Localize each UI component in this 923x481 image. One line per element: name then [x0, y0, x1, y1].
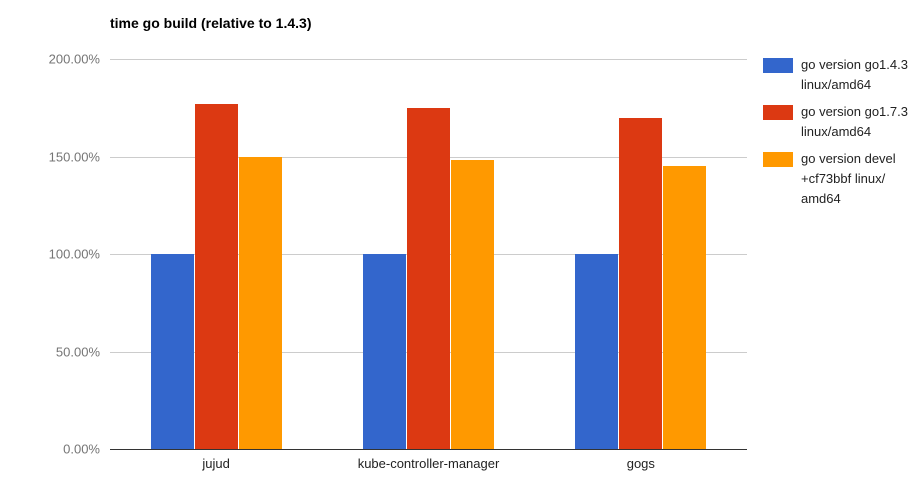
x-tick-label: jujud [202, 456, 230, 471]
x-axis-baseline [110, 449, 747, 450]
bar[interactable] [150, 254, 194, 449]
legend-swatch [763, 105, 793, 120]
bar-group-jujud [150, 103, 282, 449]
chart-title: time go build (relative to 1.4.3) [110, 15, 312, 31]
x-tick-label: gogs [626, 456, 655, 471]
y-tick-label: 0.00% [63, 441, 100, 457]
bar-group-kube-controller-manager [363, 107, 494, 449]
legend-label: go version go1.4.3 linux/amd64 [801, 57, 908, 92]
legend-item: go version devel +cf73bbf linux/amd64 [763, 149, 921, 209]
legend-swatch [763, 58, 793, 73]
y-axis-labels: 0.00% 50.00% 100.00% 150.00% 200.00% [0, 0, 100, 481]
bar[interactable] [238, 156, 282, 449]
bar[interactable] [363, 254, 406, 449]
bar[interactable] [575, 254, 619, 449]
legend-label: go version go1.7.3 linux/amd64 [801, 104, 908, 139]
bar[interactable] [407, 107, 450, 449]
plot-area [110, 59, 747, 450]
bar[interactable] [451, 160, 494, 449]
legend: go version go1.4.3 linux/amd64 go version … [763, 55, 921, 216]
legend-item: go version go1.7.3 linux/amd64 [763, 102, 921, 142]
y-tick-label: 200.00% [48, 51, 100, 67]
bar[interactable] [619, 117, 663, 449]
legend-label: go version devel +cf73bbf linux/amd64 [801, 151, 896, 206]
x-tick-label: kube-controller-manager [357, 456, 500, 471]
y-tick-label: 100.00% [48, 246, 100, 262]
legend-swatch [763, 152, 793, 167]
y-tick-label: 150.00% [48, 149, 100, 164]
legend-item: go version go1.4.3 linux/amd64 [763, 55, 921, 95]
y-tick-label: 50.00% [55, 344, 100, 359]
bar[interactable] [194, 103, 238, 449]
bar[interactable] [663, 166, 707, 449]
gridline [110, 59, 747, 60]
bar-group-gogs [575, 117, 707, 449]
